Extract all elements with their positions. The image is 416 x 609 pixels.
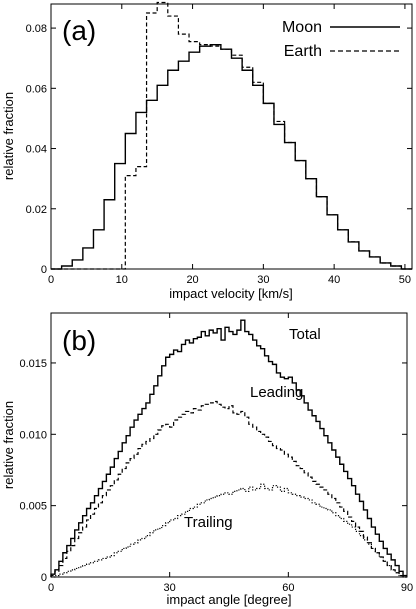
series-label-total: Total xyxy=(289,326,321,343)
panel-a-xtick-label: 30 xyxy=(257,274,269,286)
legend-entry-moon-label: Moon xyxy=(282,19,322,36)
panel-b-ylabel: relative fraction xyxy=(1,401,16,489)
panel-b-ticks: 0 30 60 90 0 0.005 0.010 0.015 xyxy=(19,313,413,594)
panel-a-series-earth-line xyxy=(51,1,412,270)
panel-a-legend: Moon Earth xyxy=(282,19,400,60)
panel-a-plot-frame xyxy=(50,3,413,270)
panel-b-ytick-label: 0.010 xyxy=(19,429,47,441)
panel-a-ylabel: relative fraction xyxy=(1,92,16,180)
panel-b-ytick-label: 0.005 xyxy=(19,501,47,513)
panel-a-xtick-label: 20 xyxy=(186,274,198,286)
panel-b-xtick-label: 0 xyxy=(48,582,54,594)
panel-a-xtick-label: 40 xyxy=(328,274,340,286)
panel-a-series-group xyxy=(51,1,412,270)
panel-a-ytick-label: 0.04 xyxy=(26,144,47,156)
panel-b-xlabel: impact angle [degree] xyxy=(166,592,291,607)
panel-a-xlabel: impact velocity [km/s] xyxy=(169,286,293,301)
panel-b-ytick-label: 0.015 xyxy=(19,358,47,370)
panel-b-label: (b) xyxy=(62,325,96,356)
panel-b-series-group xyxy=(50,319,407,578)
legend-entry-earth-label: Earth xyxy=(284,43,322,60)
panel-b-series-leading-line xyxy=(50,400,407,578)
panel-b-angle-histogram: 0 30 60 90 0 0.005 0.010 0.015 (b) impact angle… xyxy=(1,312,413,607)
series-label-leading: Leading xyxy=(250,384,303,401)
panel-a-label: (a) xyxy=(62,15,96,46)
panel-a-ytick-label: 0 xyxy=(41,264,47,276)
panel-b-xtick-label: 60 xyxy=(282,582,294,594)
panel-a-series-moon-line xyxy=(51,43,412,270)
panel-b-series-total-line xyxy=(50,319,407,577)
panel-b-xtick-label: 90 xyxy=(401,582,413,594)
panel-b-plot-frame xyxy=(50,312,408,578)
panel-b-ytick-label: 0 xyxy=(41,572,47,584)
panel-a-ytick-label: 0.06 xyxy=(26,83,47,95)
panel-a-ytick-label: 0.02 xyxy=(26,204,47,216)
series-label-trailing: Trailing xyxy=(184,514,233,531)
panel-a-velocity-histogram: 0 10 20 30 40 50 0 0.02 0.04 0.06 0.08 (a) impact … xyxy=(1,1,413,301)
panel-a-xtick-label: 10 xyxy=(116,274,128,286)
panel-a-ticks: 0 10 20 30 40 50 0 0.02 0.04 0.06 0.08 xyxy=(26,4,412,286)
panel-a-xtick-label: 50 xyxy=(399,274,411,286)
panel-b-xtick-label: 30 xyxy=(164,582,176,594)
panel-a-ytick-label: 0.08 xyxy=(26,23,47,35)
panel-a-xtick-label: 0 xyxy=(48,274,54,286)
